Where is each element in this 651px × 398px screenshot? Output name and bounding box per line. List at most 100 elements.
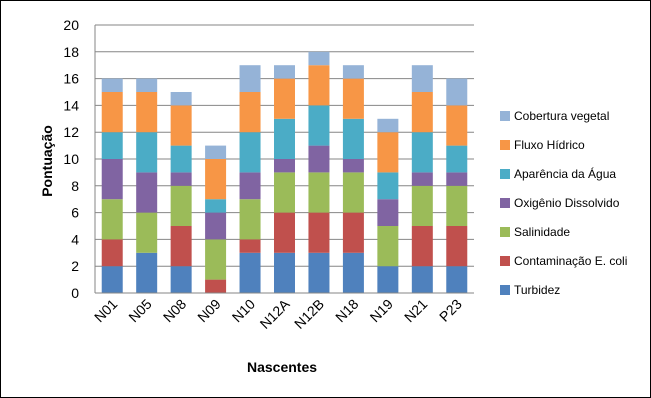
bar-segment xyxy=(170,226,192,267)
bar-segment xyxy=(411,266,433,293)
bar-segment xyxy=(274,172,295,213)
legend-swatch xyxy=(500,285,510,295)
legend-swatch xyxy=(500,111,510,121)
bar-segment xyxy=(446,145,468,173)
bar-segment xyxy=(239,239,261,253)
bar-segment xyxy=(170,105,192,146)
bar-segment xyxy=(205,159,227,200)
bar-segment xyxy=(411,132,433,173)
y-tick-label: 0 xyxy=(71,285,79,301)
y-tick-label: 18 xyxy=(63,44,79,60)
bar-segment xyxy=(446,266,468,293)
y-tick-label: 14 xyxy=(63,97,79,113)
legend-swatch xyxy=(500,169,510,179)
x-tick-label: N01 xyxy=(91,296,121,326)
x-tick-label: N21 xyxy=(401,296,431,326)
bar-segment xyxy=(101,239,123,267)
bar-segment xyxy=(342,252,364,293)
x-tick-label: N18 xyxy=(332,296,362,326)
bar-segment xyxy=(170,92,192,106)
legend-swatch xyxy=(500,198,510,208)
bar-segment xyxy=(342,172,364,213)
bar-segment xyxy=(377,266,399,293)
y-tick-label: 12 xyxy=(63,124,79,140)
legend: Cobertura vegetal Fluxo Hídrico Aparência … xyxy=(500,109,627,297)
bar-segment xyxy=(308,252,330,293)
bar-segment xyxy=(411,226,433,267)
bar-segment xyxy=(136,252,158,293)
bar-segment xyxy=(446,226,468,267)
y-tick-label: 10 xyxy=(63,151,79,167)
bars xyxy=(101,51,468,293)
bar-segment xyxy=(274,65,295,79)
x-tick-label: N10 xyxy=(229,296,259,326)
bar-segment xyxy=(411,92,433,133)
bar-segment xyxy=(308,105,330,146)
bar-segment xyxy=(308,212,330,253)
y-tick-label: 8 xyxy=(71,178,79,194)
bar-segment xyxy=(239,92,261,133)
y-tick-label: 4 xyxy=(71,231,79,247)
x-tick-label: N09 xyxy=(194,296,224,326)
bar-segment xyxy=(170,172,192,186)
bar-segment xyxy=(342,65,364,79)
bar-segment xyxy=(274,212,295,253)
bar-segment xyxy=(446,172,468,186)
bar-segment xyxy=(446,105,468,146)
bar-segment xyxy=(205,239,227,280)
bar-segment xyxy=(342,78,364,119)
x-tick-label: P23 xyxy=(436,296,465,325)
x-tick-label: N12B xyxy=(291,296,327,332)
legend-swatch xyxy=(500,140,510,150)
bar-segment xyxy=(101,266,123,293)
bar-segment xyxy=(342,118,364,159)
y-tick-label: 2 xyxy=(71,258,79,274)
bar-segment xyxy=(308,65,330,106)
bar-segment xyxy=(101,199,123,240)
bar-segment xyxy=(342,159,364,173)
legend-label: Cobertura vegetal xyxy=(514,109,609,123)
bar-segment xyxy=(101,78,123,92)
bar-segment xyxy=(136,92,158,133)
bar-segment xyxy=(342,212,364,253)
legend-label: Fluxo Hídrico xyxy=(514,138,585,152)
bar-segment xyxy=(446,185,468,226)
bar-segment xyxy=(274,78,295,119)
bar-segment xyxy=(411,65,433,92)
bar-segment xyxy=(205,212,227,240)
bar-segment xyxy=(308,172,330,213)
bar-segment xyxy=(136,212,158,253)
bar-segment xyxy=(170,185,192,226)
x-tick-label: N08 xyxy=(160,296,190,326)
bar-segment xyxy=(377,199,399,226)
bar-segment xyxy=(377,118,399,133)
bar-segment xyxy=(377,132,399,173)
bar-segment xyxy=(308,145,330,173)
y-tick-label: 6 xyxy=(71,205,79,221)
bar-segment xyxy=(205,279,227,293)
bar-segment xyxy=(411,172,433,186)
bar-segment xyxy=(274,159,295,173)
bar-segment xyxy=(101,132,123,159)
bar-segment xyxy=(136,172,158,213)
x-axis-title: Nascentes xyxy=(247,359,317,375)
bar-segment xyxy=(101,92,123,133)
bar-segment xyxy=(239,199,261,240)
bar-segment xyxy=(377,172,399,200)
legend-swatch xyxy=(500,256,510,266)
bar-segment xyxy=(170,145,192,173)
legend-label: Aparência da Água xyxy=(514,166,616,181)
bar-segment xyxy=(170,266,192,293)
legend-label: Turbidez xyxy=(514,283,560,297)
bar-segment xyxy=(239,252,261,293)
bar-segment xyxy=(101,159,123,200)
legend-label: Oxigênio Dissolvido xyxy=(514,196,620,210)
bar-segment xyxy=(239,172,261,200)
x-tick-label: N05 xyxy=(125,296,155,326)
bar-segment xyxy=(205,199,227,213)
legend-label: Contaminação E. coli xyxy=(514,254,627,268)
bar-segment xyxy=(136,132,158,173)
y-axis-title: Pontuação xyxy=(39,125,55,197)
